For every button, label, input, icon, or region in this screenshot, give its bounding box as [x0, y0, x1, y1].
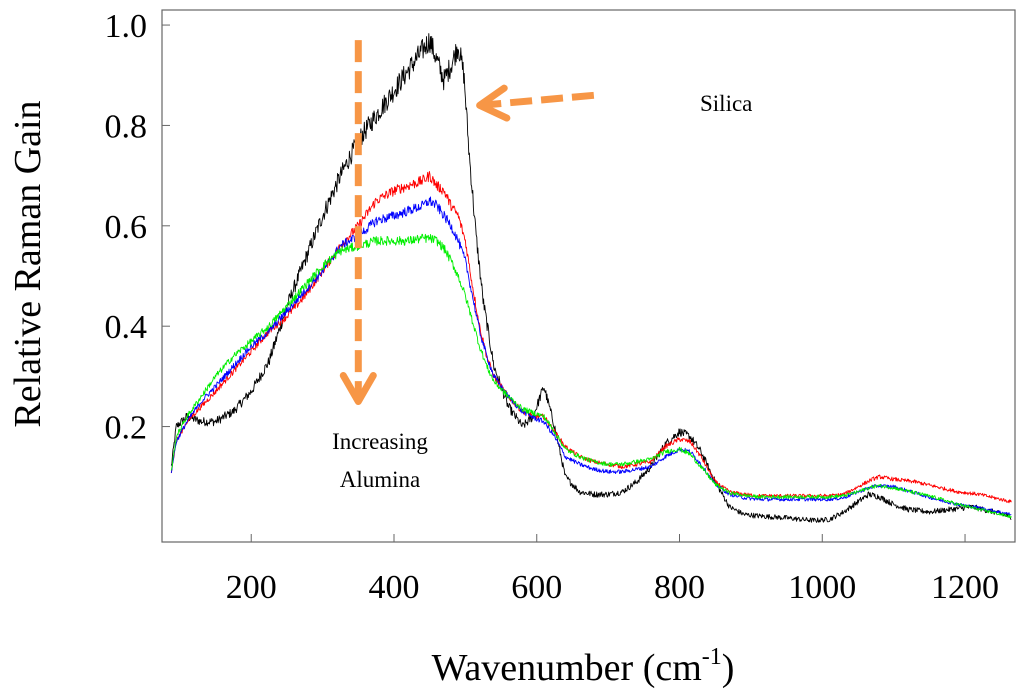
x-tick-label: 1000	[788, 569, 856, 606]
x-tick-label: 800	[654, 569, 705, 606]
x-tick-label: 600	[511, 569, 562, 606]
silica-annotation: Silica	[700, 91, 752, 116]
ticks-layer: 200 400 600 800 1000 1200 0.2 0.4 0.6 0.8 1.0	[105, 8, 1000, 606]
y-tick-label: 0.8	[105, 108, 148, 145]
y-axis-label: Relative Raman Gain	[7, 100, 49, 427]
x-tick-label: 200	[226, 569, 277, 606]
y-tick-label: 1.0	[105, 8, 148, 45]
y-tick-label: 0.6	[105, 209, 148, 246]
increasing-annotation: Increasing	[332, 429, 428, 454]
arrows-layer	[339, 40, 595, 405]
series-line-green	[170, 233, 1012, 519]
x-tick-label: 400	[368, 569, 419, 606]
x-axis-label: Wavenumber (cm-1)	[432, 644, 735, 689]
x-axis-label-superscript: -1	[702, 644, 722, 670]
x-tick-label: 1200	[931, 569, 999, 606]
x-axis-label-main: Wavenumber (cm	[432, 647, 702, 689]
series-line-silica	[170, 33, 1012, 523]
silica-arrow-head	[476, 84, 511, 122]
alumina-annotation: Alumina	[340, 467, 421, 492]
y-tick-label: 0.2	[105, 410, 148, 447]
series-line-red	[170, 171, 1012, 504]
y-tick-label: 0.4	[105, 309, 148, 346]
plot-frame	[161, 9, 1016, 543]
series-line-blue	[170, 196, 1012, 516]
increasing-alumina-arrow-head	[339, 371, 377, 405]
series-layer	[170, 33, 1012, 523]
silica-arrow	[485, 91, 595, 109]
x-axis-label-end: )	[722, 647, 735, 689]
